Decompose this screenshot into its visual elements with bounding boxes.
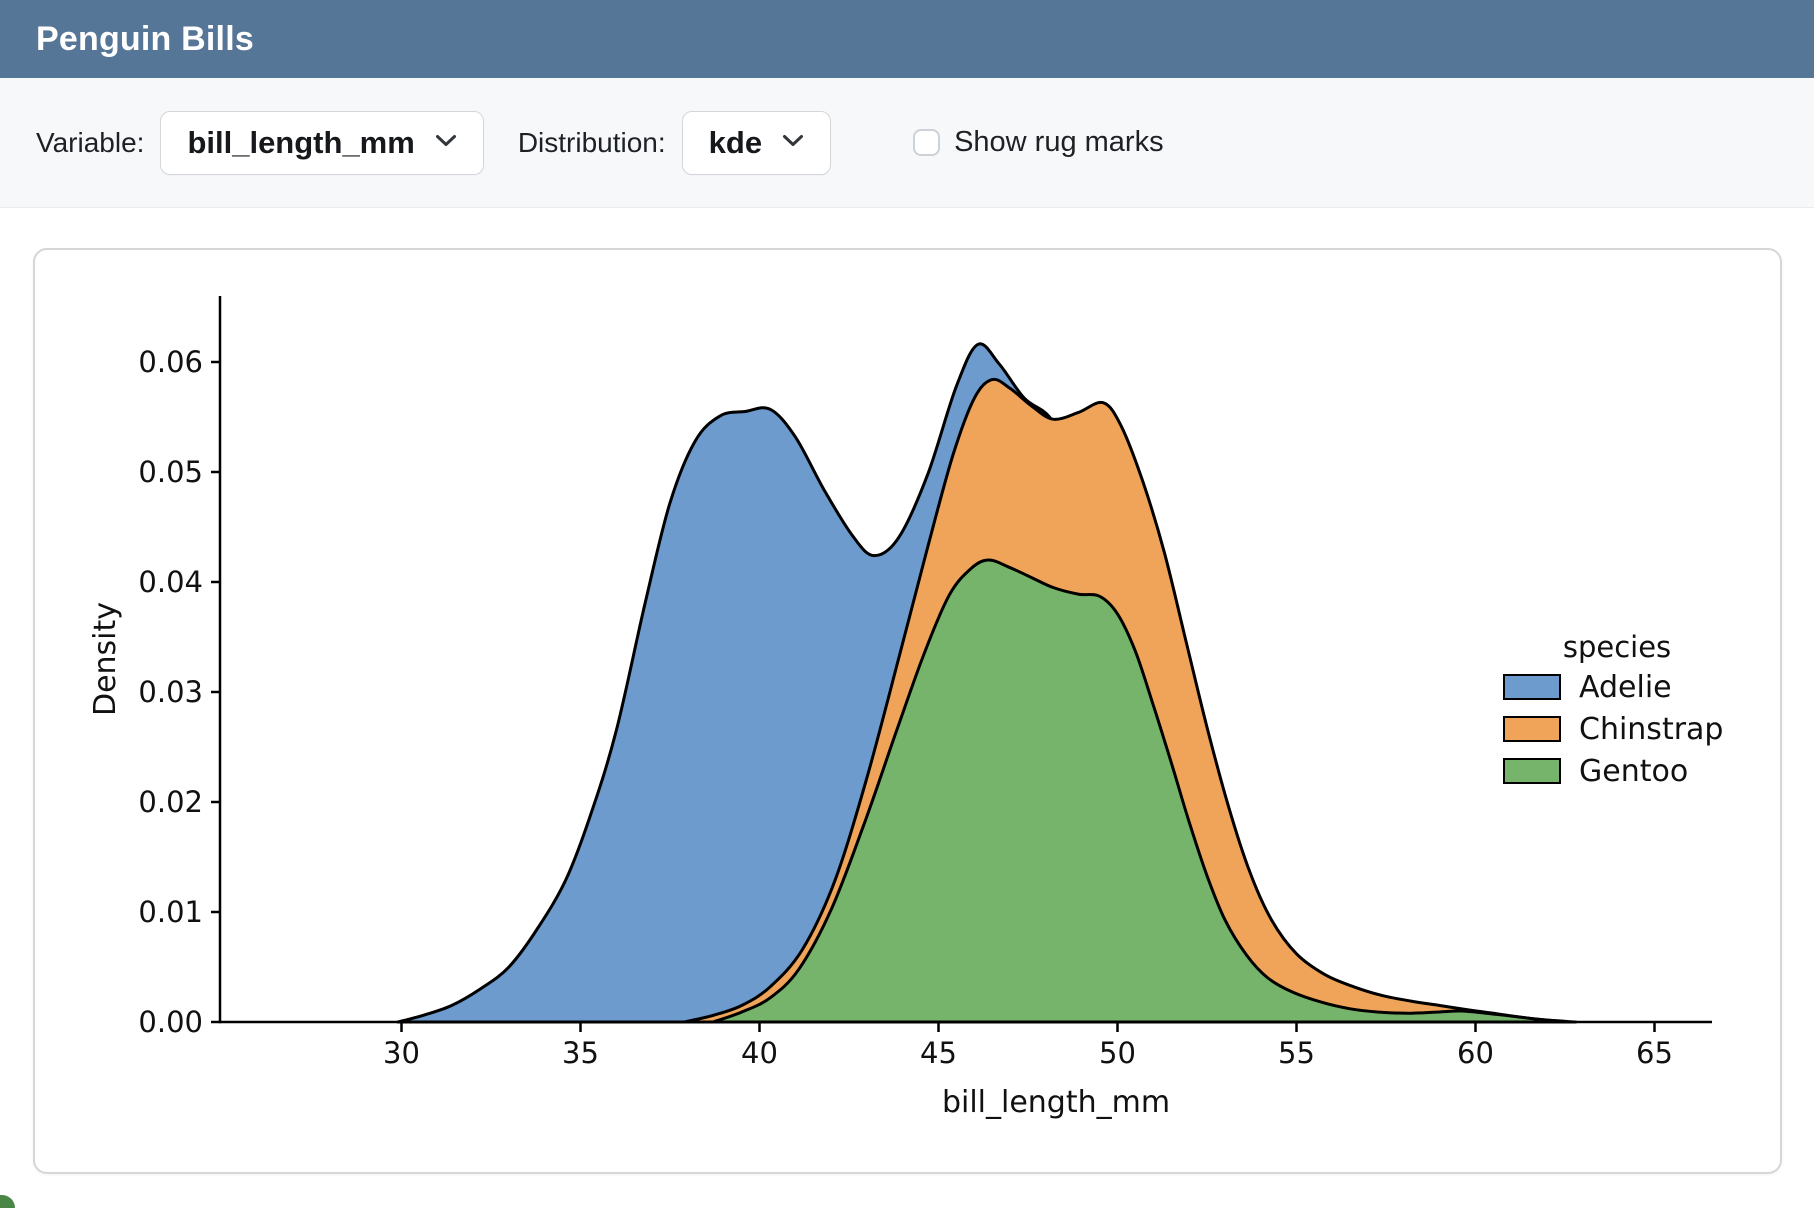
rug-checkbox-label: Show rug marks [954,126,1164,158]
legend-item-adelie: Adelie [1503,666,1731,708]
variable-select[interactable]: bill_length_mm [160,110,484,175]
y-tick-label: 0.03 [138,675,203,709]
x-tick-label: 60 [1457,1036,1494,1070]
x-tick-label: 30 [383,1036,420,1070]
gentoo-swatch [1503,758,1561,784]
distribution-label: Distribution: [517,126,666,158]
x-axis-title: bill_length_mm [942,1085,1170,1120]
x-tick-label: 55 [1278,1036,1315,1070]
toolbar: Variable: bill_length_mm Distribution: k… [0,78,1814,208]
corner-green-sliver [0,1195,15,1208]
y-tick-label: 0.04 [138,565,203,599]
y-tick-label: 0.05 [138,455,203,489]
distribution-select-value: kde [708,124,763,160]
y-axis-title: Density [88,602,123,716]
gentoo-density-area [711,558,1578,1024]
x-tick-label: 50 [1099,1036,1136,1070]
x-tick-label: 45 [920,1036,957,1070]
chevron-down-icon [435,134,457,152]
legend-label: Chinstrap [1579,711,1724,747]
y-tick-label: 0.01 [138,895,203,929]
y-tick-label: 0.06 [138,345,203,379]
legend-item-gentoo: Gentoo [1503,750,1731,792]
adelie-swatch [1503,674,1561,700]
rug-checkbox[interactable] [913,129,941,156]
chevron-down-icon [782,134,804,152]
y-tick-label: 0.02 [138,785,203,819]
distribution-select[interactable]: kde [681,110,832,175]
app-header: Penguin Bills [0,0,1814,78]
x-tick-label: 35 [562,1036,599,1070]
kde-density-chart: 30 35 40 45 50 55 60 65 0.00 0.01 0.02 0.03 0.04 0.05… [88,296,1712,1120]
legend-item-chinstrap: Chinstrap [1503,708,1731,750]
rug-checkbox-group: Show rug marks [913,126,1164,159]
y-tick-label: 0.00 [138,1005,203,1039]
legend-title: species [1562,630,1672,664]
x-tick-label: 40 [741,1036,778,1070]
x-tick-label: 65 [1636,1036,1673,1070]
chinstrap-swatch [1503,716,1561,742]
page-title: Penguin Bills [36,19,254,58]
variable-select-value: bill_length_mm [187,124,415,160]
legend-label: Gentoo [1579,753,1689,789]
chart-legend: species Adelie Chinstrap Gentoo [1503,628,1731,792]
legend-label: Adelie [1579,669,1672,705]
variable-label: Variable: [36,126,145,158]
